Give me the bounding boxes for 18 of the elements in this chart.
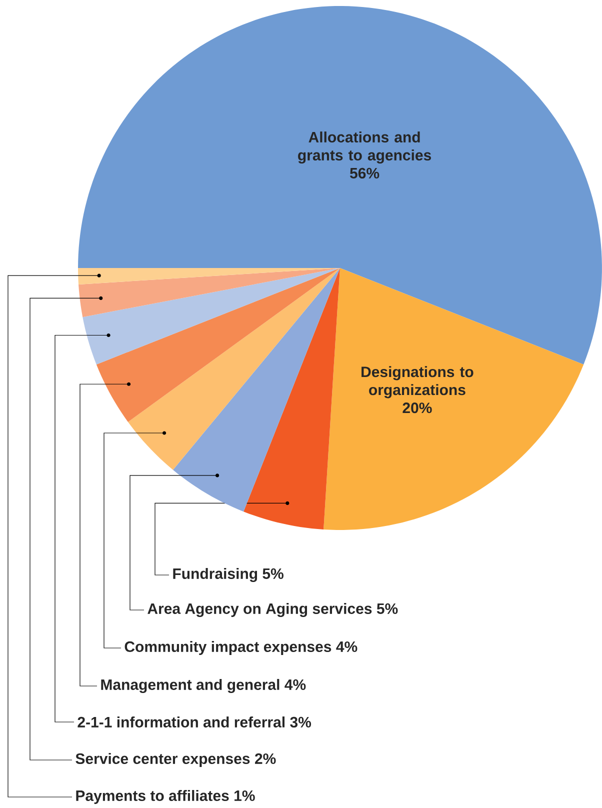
data-label: 4% — [284, 679, 306, 690]
slice-label: Community impact expenses — [124, 641, 332, 655]
slice-label: 2-1-1 information and referral — [78, 716, 285, 728]
slice-label: Service center expenses — [76, 753, 250, 767]
slice-label: Area Agency on Aging services — [148, 602, 372, 618]
data-label: 56% — [350, 168, 380, 178]
data-label: 1% — [234, 790, 255, 801]
slice-label: Designations to organizations — [362, 366, 474, 398]
data-label: 3% — [290, 716, 312, 728]
slice-label: Payments to affiliates — [76, 790, 229, 804]
data-label: 5% — [262, 568, 284, 579]
slice-label: Management and general — [101, 678, 280, 694]
data-label: 2% — [255, 753, 276, 764]
slice-label: Fundraising — [173, 568, 258, 582]
data-label: 5% — [376, 603, 398, 614]
data-label: 4% — [336, 641, 358, 652]
slice-label: Allocations and grants to agencies — [298, 131, 432, 164]
data-label: 20% — [402, 402, 432, 414]
